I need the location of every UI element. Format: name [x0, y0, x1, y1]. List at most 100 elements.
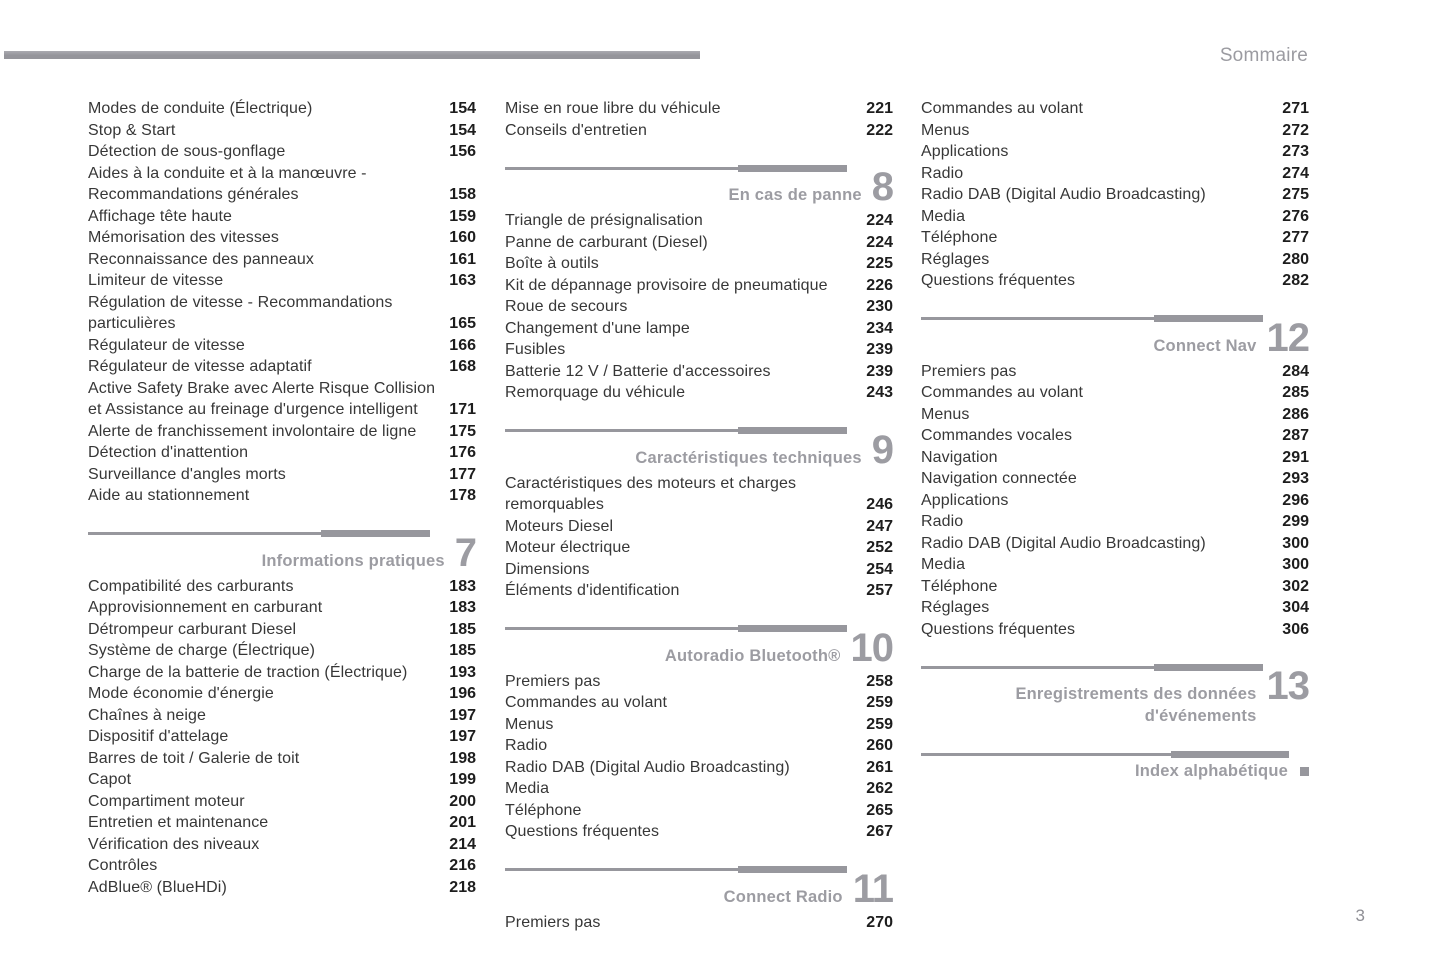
toc-entry[interactable]: Changement d'une lampe 234	[505, 318, 893, 340]
toc-entry[interactable]: Mise en roue libre du véhicule 221	[505, 98, 893, 120]
toc-entry[interactable]: Conseils d'entretien 222	[505, 120, 893, 142]
toc-entry[interactable]: Modes de conduite (Électrique) 154	[88, 98, 476, 120]
toc-entry[interactable]: Commandes au volant 271	[921, 98, 1309, 120]
toc-entry[interactable]: Questions fréquentes 306	[921, 619, 1309, 641]
toc-entry[interactable]: Réglages 280	[921, 249, 1309, 271]
section-number: 11	[852, 866, 894, 911]
toc-entry[interactable]: Media 300	[921, 554, 1309, 576]
toc-entry-label: Commandes au volant	[505, 694, 667, 711]
toc-entry[interactable]: Navigation 291	[921, 447, 1309, 469]
toc-entry[interactable]: Dispositif d'attelage 197	[88, 726, 476, 748]
toc-entry[interactable]: Kit de dépannage provisoire de pneumatiq…	[505, 275, 893, 297]
toc-entry[interactable]: Applications 273	[921, 141, 1309, 163]
toc-entry[interactable]: Limiteur de vitesse 163	[88, 270, 476, 292]
toc-entry[interactable]: Menus 286	[921, 404, 1309, 426]
toc-entry[interactable]: Premiers pas 284	[921, 361, 1309, 383]
toc-entry[interactable]: Approvisionnement en carburant 183	[88, 597, 476, 619]
toc-entry[interactable]: Système de charge (Électrique) 185	[88, 640, 476, 662]
toc-entry-label: Triangle de présignalisation	[505, 212, 703, 229]
toc-entry[interactable]: Commandes au volant 259	[505, 692, 893, 714]
toc-entry[interactable]: Capot 199	[88, 769, 476, 791]
toc-entry[interactable]: Alerte de franchissement involontaire de…	[88, 421, 476, 443]
toc-entry[interactable]: Moteur électrique 252	[505, 537, 893, 559]
toc-entry[interactable]: Vérification des niveaux 214	[88, 834, 476, 856]
rule-thick-segment	[737, 427, 847, 434]
toc-entry[interactable]: Questions fréquentes 282	[921, 270, 1309, 292]
toc-entry[interactable]: Charge de la batterie de traction (Élect…	[88, 662, 476, 684]
section-title: En cas de panne	[728, 186, 862, 204]
toc-entry[interactable]: Affichage tête haute 159	[88, 206, 476, 228]
toc-entry[interactable]: AdBlue® (BlueHDi) 218	[88, 877, 476, 899]
toc-entry[interactable]: Premiers pas 258	[505, 671, 893, 693]
toc-entry[interactable]: Dimensions 254	[505, 559, 893, 581]
toc-entry[interactable]: Chaînes à neige 197	[88, 705, 476, 727]
toc-entry[interactable]: Aides à la conduite et à la manœuvre - R…	[88, 163, 476, 206]
toc-entry[interactable]: Détrompeur carburant Diesel 185	[88, 619, 476, 641]
toc-entry-label: Réglages	[921, 250, 990, 268]
toc-entry[interactable]: Stop & Start 154	[88, 120, 476, 142]
toc-entry-page: 272	[1282, 121, 1309, 139]
toc-entry[interactable]: Radio DAB (Digital Audio Broadcasting) 30…	[921, 533, 1309, 555]
toc-entry[interactable]: Remorquage du véhicule 243	[505, 382, 893, 404]
toc-entry[interactable]: Détection d'inattention 176	[88, 442, 476, 464]
toc-entry[interactable]: Radio DAB (Digital Audio Broadcasting) 27…	[921, 184, 1309, 206]
toc-entry[interactable]: Téléphone 277	[921, 227, 1309, 249]
toc-entry-label: Mémorisation des vitesses	[88, 229, 280, 246]
toc-entry[interactable]: Questions fréquentes 267	[505, 821, 893, 843]
toc-entry-page: 177	[449, 465, 476, 483]
toc-entry[interactable]: Compartiment moteur 200	[88, 791, 476, 813]
toc-entry[interactable]: Entretien et maintenance 201	[88, 812, 476, 834]
toc-entry[interactable]: Régulateur de vitesse adaptatif 168	[88, 356, 476, 378]
toc-entry[interactable]: Commandes vocales 287	[921, 425, 1309, 447]
toc-entry[interactable]: Media 262	[505, 778, 893, 800]
toc-entry[interactable]: Surveillance d'angles morts 177	[88, 464, 476, 486]
rule-thin-segment	[921, 665, 1154, 669]
toc-entry-page: 291	[1282, 448, 1309, 466]
toc-entry[interactable]: Téléphone 265	[505, 800, 893, 822]
toc-entry[interactable]: Batterie 12 V / Batterie d'accessoires 23…	[505, 361, 893, 383]
toc-entry-page: 299	[1282, 513, 1309, 530]
section-number: 12	[1266, 315, 1310, 360]
toc-entry[interactable]: Mémorisation des vitesses 160	[88, 227, 476, 249]
toc-entry-label: Régulation de vitesse - Recommandations …	[88, 293, 393, 333]
toc-entry[interactable]: Menus 272	[921, 120, 1309, 142]
toc-entry[interactable]: Menus 259	[505, 714, 893, 736]
toc-entry[interactable]: Barres de toit / Galerie de toit 198	[88, 748, 476, 770]
toc-entry[interactable]: Triangle de présignalisation 224	[505, 210, 893, 232]
toc-entry[interactable]: Aide au stationnement 178	[88, 485, 476, 507]
toc-entry-label: Contrôles	[88, 857, 158, 874]
toc-entry[interactable]: Régulation de vitesse - Recommandations …	[88, 292, 476, 335]
toc-entry-label: Alerte de franchissement involontaire de…	[88, 422, 417, 440]
toc-entry[interactable]: Détection de sous-gonflage 156	[88, 141, 476, 163]
toc-entry-page: 165	[449, 315, 476, 332]
toc-entry[interactable]: Panne de carburant (Diesel) 224	[505, 232, 893, 254]
toc-entry-label: Dispositif d'attelage	[88, 728, 229, 745]
toc-entry[interactable]: Caractéristiques des moteurs et charges …	[505, 473, 893, 516]
toc-entry-page: 160	[449, 229, 476, 246]
toc-entry[interactable]: Reconnaissance des panneaux 161	[88, 249, 476, 271]
toc-entry[interactable]: Réglages 304	[921, 597, 1309, 619]
toc-entry[interactable]: Radio 260	[505, 735, 893, 757]
toc-entry[interactable]: Applications 296	[921, 490, 1309, 512]
toc-entry[interactable]: Radio DAB (Digital Audio Broadcasting) 26…	[505, 757, 893, 779]
toc-entry[interactable]: Navigation connectée 293	[921, 468, 1309, 490]
toc-entry[interactable]: Régulateur de vitesse 166	[88, 335, 476, 357]
toc-entry[interactable]: Active Safety Brake avec Alerte Risque C…	[88, 378, 476, 421]
toc-entry[interactable]: Éléments d'identification 257	[505, 580, 893, 602]
toc-entry[interactable]: Fusibles 239	[505, 339, 893, 361]
toc-entry[interactable]: Mode économie d'énergie 196	[88, 683, 476, 705]
toc-entry-label: Capot	[88, 771, 132, 788]
toc-entry[interactable]: Media 276	[921, 206, 1309, 228]
toc-entry[interactable]: Moteurs Diesel 247	[505, 516, 893, 538]
toc-entry-label: Radio DAB (Digital Audio Broadcasting)	[921, 534, 1206, 552]
toc-entry[interactable]: Téléphone 302	[921, 576, 1309, 598]
toc-entry[interactable]: Radio 299	[921, 511, 1309, 533]
toc-entry[interactable]: Premiers pas 270	[505, 912, 893, 934]
toc-entry[interactable]: Boîte à outils 225	[505, 253, 893, 275]
toc-entry[interactable]: Contrôles 216	[88, 855, 476, 877]
toc-entry[interactable]: Commandes au volant 285	[921, 382, 1309, 404]
toc-entry[interactable]: Compatibilité des carburants 183	[88, 576, 476, 598]
toc-entry-label: Mode économie d'énergie	[88, 685, 274, 702]
toc-entry[interactable]: Roue de secours 230	[505, 296, 893, 318]
toc-entry[interactable]: Radio 274	[921, 163, 1309, 185]
